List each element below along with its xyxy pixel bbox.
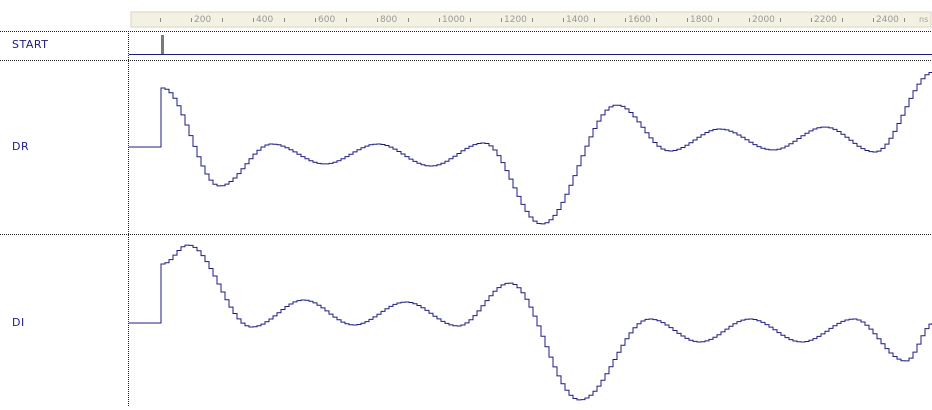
ruler-tick-label: 1800 <box>690 15 713 25</box>
di-waveform[interactable] <box>129 244 932 401</box>
dr-waveform[interactable] <box>129 72 932 225</box>
ruler-tick-label: 400 <box>256 15 273 25</box>
ruler-tick-label: 2000 <box>752 15 775 25</box>
ruler-tick-label: 1600 <box>628 15 651 25</box>
ruler-tick-label: 600 <box>318 15 335 25</box>
signal-label-di[interactable]: DI <box>12 316 25 329</box>
ruler-tick-label: 800 <box>380 15 397 25</box>
ruler-tick-label: 200 <box>194 15 211 25</box>
timeline-unit-label: ns <box>919 15 928 24</box>
ruler-tick-label: 1200 <box>504 15 527 25</box>
ruler-tick-label: 1000 <box>442 15 465 25</box>
start-pulse-marker[interactable] <box>161 35 164 54</box>
signal-label-dr[interactable]: DR <box>12 140 30 153</box>
ruler-tick-label: 1400 <box>566 15 589 25</box>
ruler-tick-label: 2400 <box>876 15 899 25</box>
timeline-ruler[interactable] <box>130 11 932 28</box>
timeline-ticks: 200 400 600 800 1000 1200 1400 1600 1800 2000 2200… <box>160 15 905 25</box>
ruler-tick-label: 2200 <box>814 15 837 25</box>
signal-label-start[interactable]: START <box>12 38 49 51</box>
